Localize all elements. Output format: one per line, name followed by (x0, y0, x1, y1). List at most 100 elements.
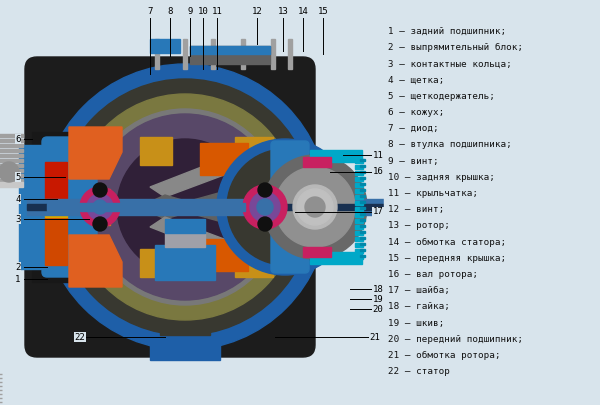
Circle shape (217, 139, 353, 275)
Text: 5 – щеткодержатель;: 5 – щеткодержатель; (388, 92, 495, 101)
Circle shape (293, 185, 337, 229)
Bar (165, 233, 205, 247)
Bar (0, 169, 23, 172)
Bar (360, 183, 365, 185)
Text: 11 – крыльчатка;: 11 – крыльчатка; (388, 189, 478, 198)
Bar (310, 252, 362, 264)
Bar (360, 225, 365, 227)
Bar (355, 255, 363, 259)
Circle shape (297, 189, 333, 225)
Bar (150, 39, 180, 53)
Bar (360, 207, 365, 209)
Text: 21: 21 (370, 333, 380, 341)
Circle shape (87, 109, 283, 305)
Bar (0, 182, 23, 187)
Bar (0, 174, 23, 177)
Bar (155, 39, 159, 69)
Text: 15: 15 (317, 8, 328, 17)
Bar (355, 219, 363, 223)
Circle shape (42, 64, 328, 350)
Bar (355, 177, 363, 181)
Bar (0, 139, 23, 142)
Circle shape (305, 197, 325, 217)
Bar (211, 39, 215, 69)
Bar (19, 145, 41, 269)
Bar (360, 189, 365, 191)
Bar (140, 137, 172, 165)
Bar (200, 143, 248, 175)
Circle shape (93, 183, 107, 197)
Bar (140, 249, 172, 277)
Bar (355, 165, 363, 169)
Bar (355, 231, 363, 235)
Polygon shape (150, 187, 240, 219)
Text: 1 – задний подшипник;: 1 – задний подшипник; (388, 27, 506, 36)
Bar (155, 245, 215, 280)
Text: 19 – шкив;: 19 – шкив; (388, 319, 444, 328)
Text: 7 – диод;: 7 – диод; (388, 124, 439, 133)
Bar (355, 159, 363, 163)
FancyBboxPatch shape (42, 137, 97, 277)
Bar (360, 231, 365, 233)
Text: 6 – кожух;: 6 – кожух; (388, 108, 444, 117)
Bar (360, 243, 365, 245)
Circle shape (258, 183, 272, 197)
Bar (355, 249, 363, 253)
Bar (360, 201, 365, 203)
Bar (360, 177, 365, 179)
Text: 14: 14 (298, 8, 308, 17)
Circle shape (72, 94, 298, 320)
Text: 9: 9 (187, 8, 193, 17)
Bar (355, 189, 363, 193)
Circle shape (93, 217, 107, 231)
Bar (0, 134, 23, 137)
Bar (165, 275, 205, 295)
Bar (0, 179, 23, 182)
Circle shape (92, 114, 278, 300)
Circle shape (250, 192, 280, 222)
Text: 2 – выпрямительный блок;: 2 – выпрямительный блок; (388, 43, 523, 52)
Bar (0, 154, 23, 157)
Bar (360, 237, 365, 239)
Text: 9 – винт;: 9 – винт; (388, 157, 439, 166)
Text: 17: 17 (373, 207, 383, 217)
FancyBboxPatch shape (25, 57, 315, 357)
Bar (45, 202, 67, 217)
Bar (288, 39, 292, 69)
Bar (235, 249, 273, 277)
Bar (27, 204, 443, 210)
FancyBboxPatch shape (271, 141, 309, 273)
Bar (47, 203, 245, 211)
Polygon shape (150, 217, 240, 262)
Text: 12 – винт;: 12 – винт; (388, 205, 444, 214)
Text: 18 – гайка;: 18 – гайка; (388, 303, 450, 311)
Text: 20: 20 (373, 305, 383, 313)
Circle shape (258, 217, 272, 231)
Text: 16 – вал ротора;: 16 – вал ротора; (388, 270, 478, 279)
Circle shape (227, 149, 343, 265)
Text: 22: 22 (74, 333, 85, 341)
Text: 13: 13 (278, 8, 289, 17)
Bar (27, 199, 443, 215)
Text: 2: 2 (16, 262, 20, 271)
Text: 13 – ротор;: 13 – ротор; (388, 222, 450, 230)
Bar (241, 39, 245, 69)
Circle shape (303, 195, 327, 219)
Bar (355, 201, 363, 205)
Bar (360, 219, 365, 221)
Circle shape (243, 185, 287, 229)
Circle shape (57, 79, 313, 335)
Bar (310, 150, 362, 162)
Text: 11: 11 (212, 8, 223, 17)
Text: 19: 19 (373, 294, 383, 303)
Bar (360, 159, 365, 161)
Circle shape (87, 194, 113, 220)
Polygon shape (150, 195, 240, 227)
Circle shape (263, 155, 367, 259)
Bar (360, 255, 365, 257)
Text: 15 – передняя крышка;: 15 – передняя крышка; (388, 254, 506, 263)
Bar (360, 165, 365, 167)
Text: 4: 4 (16, 194, 20, 203)
Text: 1: 1 (16, 275, 20, 284)
Bar (150, 330, 220, 360)
